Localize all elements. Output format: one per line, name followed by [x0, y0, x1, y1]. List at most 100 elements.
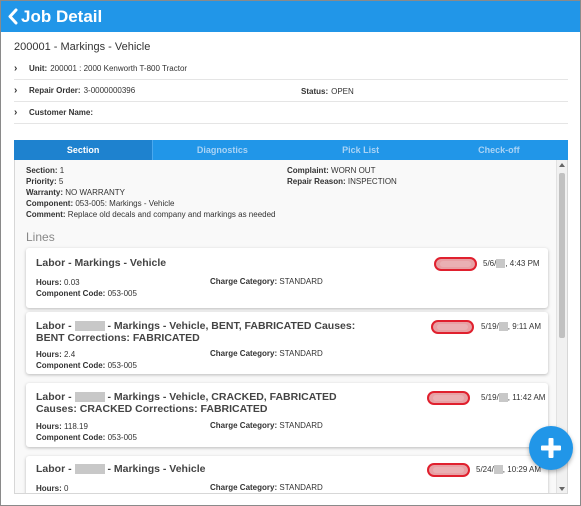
line-title: Labor - - Markings - Vehicle	[36, 463, 376, 475]
component-code-value: 053-005	[107, 361, 137, 370]
line-title-text: - Markings - Vehicle, CRACKED, FABRICATE…	[36, 391, 337, 415]
section-panel: Section: 1 Priority: 5 Warranty: NO WARR…	[14, 160, 568, 494]
charge-label: Charge Category:	[210, 349, 278, 358]
date-part: 5/6/	[483, 259, 497, 268]
page-title: Job Detail	[21, 6, 103, 26]
line-meta: Hours: 118.19 Component Code: 053-005	[36, 421, 137, 443]
repair-reason-label: Repair Reason:	[287, 177, 346, 186]
line-charge: Charge Category: STANDARD	[210, 483, 323, 492]
status-pill	[427, 463, 470, 477]
time-part: , 4:43 PM	[505, 259, 540, 268]
tab-pick-list[interactable]: Pick List	[342, 145, 380, 155]
date-part: 5/19/	[481, 322, 499, 331]
charge-value: STANDARD	[279, 349, 323, 358]
hours-value: 0	[64, 484, 69, 493]
section-details: Section: 1 Priority: 5 Warranty: NO WARR…	[26, 165, 275, 220]
line-charge: Charge Category: STANDARD	[210, 277, 323, 286]
redacted-text	[493, 465, 503, 475]
charge-label: Charge Category:	[210, 483, 278, 492]
line-card[interactable]: Labor - - Markings - Vehicle, BENT, FABR…	[26, 312, 548, 374]
date-part: 5/19/	[481, 393, 499, 402]
redacted-text	[498, 322, 508, 332]
line-card[interactable]: Labor - - Markings - Vehicle 5/24/ , 10:2…	[26, 456, 548, 493]
tab-section[interactable]: Section	[14, 140, 153, 160]
charge-label: Charge Category:	[210, 421, 278, 430]
warranty-value: NO WARRANTY	[65, 188, 125, 197]
chevron-right-icon[interactable]: ›	[14, 63, 18, 74]
plus-icon	[541, 438, 561, 458]
line-card[interactable]: Labor - - Markings - Vehicle, CRACKED, F…	[26, 383, 548, 447]
complaint-value: WORN OUT	[331, 166, 376, 175]
component-code-label: Component Code:	[36, 289, 106, 298]
priority-label: Priority:	[26, 177, 57, 186]
line-date: 5/6/ , 4:43 PM	[483, 259, 540, 269]
line-title-text: Labor - Markings - Vehicle	[36, 257, 167, 269]
time-part: , 11:42 AM	[507, 393, 546, 402]
scroll-down-arrow-icon[interactable]	[559, 487, 565, 491]
charge-value: STANDARD	[279, 483, 323, 492]
comment-label: Comment:	[26, 210, 66, 219]
line-title: Labor - - Markings - Vehicle, BENT, FABR…	[36, 320, 376, 344]
warranty-label: Warranty:	[26, 188, 64, 197]
line-title: Labor - Markings - Vehicle	[36, 257, 376, 269]
unit-row[interactable]: › Unit: 200001 : 2000 Kenworth T-800 Tra…	[14, 58, 568, 80]
repair-reason-value: INSPECTION	[347, 177, 397, 186]
add-button[interactable]	[529, 426, 573, 470]
line-charge: Charge Category: STANDARD	[210, 349, 323, 358]
status: Status: OPEN	[301, 80, 354, 102]
component-label: Component:	[26, 199, 74, 208]
scroll-up-arrow-icon[interactable]	[559, 163, 565, 167]
hours-label: Hours:	[36, 278, 62, 287]
redacted-text	[496, 259, 506, 269]
scroll-thumb[interactable]	[559, 173, 565, 338]
line-charge: Charge Category: STANDARD	[210, 421, 323, 430]
line-card[interactable]: Labor - Markings - Vehicle 5/6/ , 4:43 PM…	[26, 248, 548, 308]
chevron-left-icon[interactable]	[3, 1, 21, 32]
charge-value: STANDARD	[279, 421, 323, 430]
customer-label: Customer Name:	[29, 108, 94, 117]
line-title-text: - Markings - Vehicle, BENT, FABRICATED C…	[36, 320, 356, 344]
chevron-right-icon[interactable]: ›	[14, 107, 18, 118]
line-date: 5/24/ , 10:29 AM	[476, 465, 542, 475]
time-part: , 10:29 AM	[502, 465, 542, 474]
tab-bar: Section Diagnostics Pick List Check-off	[14, 140, 568, 160]
status-label: Status:	[301, 86, 329, 96]
component-code-label: Component Code:	[36, 433, 106, 442]
unit-value: 200001 : 2000 Kenworth T-800 Tractor	[50, 64, 188, 73]
redacted-text	[498, 393, 508, 403]
redacted-text	[74, 464, 105, 475]
component-code-value: 053-005	[107, 289, 137, 298]
status-pill	[431, 320, 474, 334]
charge-label: Charge Category:	[210, 277, 278, 286]
section-complaint: Complaint: WORN OUT Repair Reason: INSPE…	[287, 165, 397, 187]
redacted-text	[74, 392, 105, 403]
hours-value: 0.03	[64, 278, 80, 287]
lines-heading: Lines	[26, 230, 55, 244]
section-value: 1	[59, 166, 65, 175]
repair-order-row[interactable]: › Repair Order: 3-0000000396 Status: OPE…	[14, 80, 568, 102]
status-value: OPEN	[331, 86, 354, 96]
line-title-text: - Markings - Vehicle	[107, 463, 206, 475]
hours-value: 2.4	[64, 350, 76, 359]
tab-divider	[152, 140, 154, 160]
line-meta: Hours: 0	[36, 483, 69, 493]
line-title-text: Labor -	[36, 463, 72, 475]
section-label: Section:	[26, 166, 58, 175]
component-code-label: Component Code:	[36, 361, 106, 370]
vertical-scrollbar[interactable]	[556, 160, 567, 493]
line-date: 5/19/ , 9:11 AM	[481, 322, 541, 332]
hours-value: 118.19	[64, 422, 88, 431]
tab-check-off[interactable]: Check-off	[478, 145, 520, 155]
status-pill	[434, 257, 477, 271]
tab-diagnostics[interactable]: Diagnostics	[196, 145, 248, 155]
line-meta: Hours: 0.03 Component Code: 053-005	[36, 277, 137, 299]
time-part: , 9:11 AM	[507, 322, 541, 331]
charge-value: STANDARD	[279, 277, 323, 286]
chevron-right-icon[interactable]: ›	[14, 85, 18, 96]
component-value: 053-005: Markings - Vehicle	[75, 199, 175, 208]
customer-row[interactable]: › Customer Name:	[14, 102, 568, 124]
top-bar: Job Detail	[1, 1, 580, 32]
line-date: 5/19/ , 11:42 AM	[481, 393, 546, 403]
hours-label: Hours:	[36, 350, 62, 359]
